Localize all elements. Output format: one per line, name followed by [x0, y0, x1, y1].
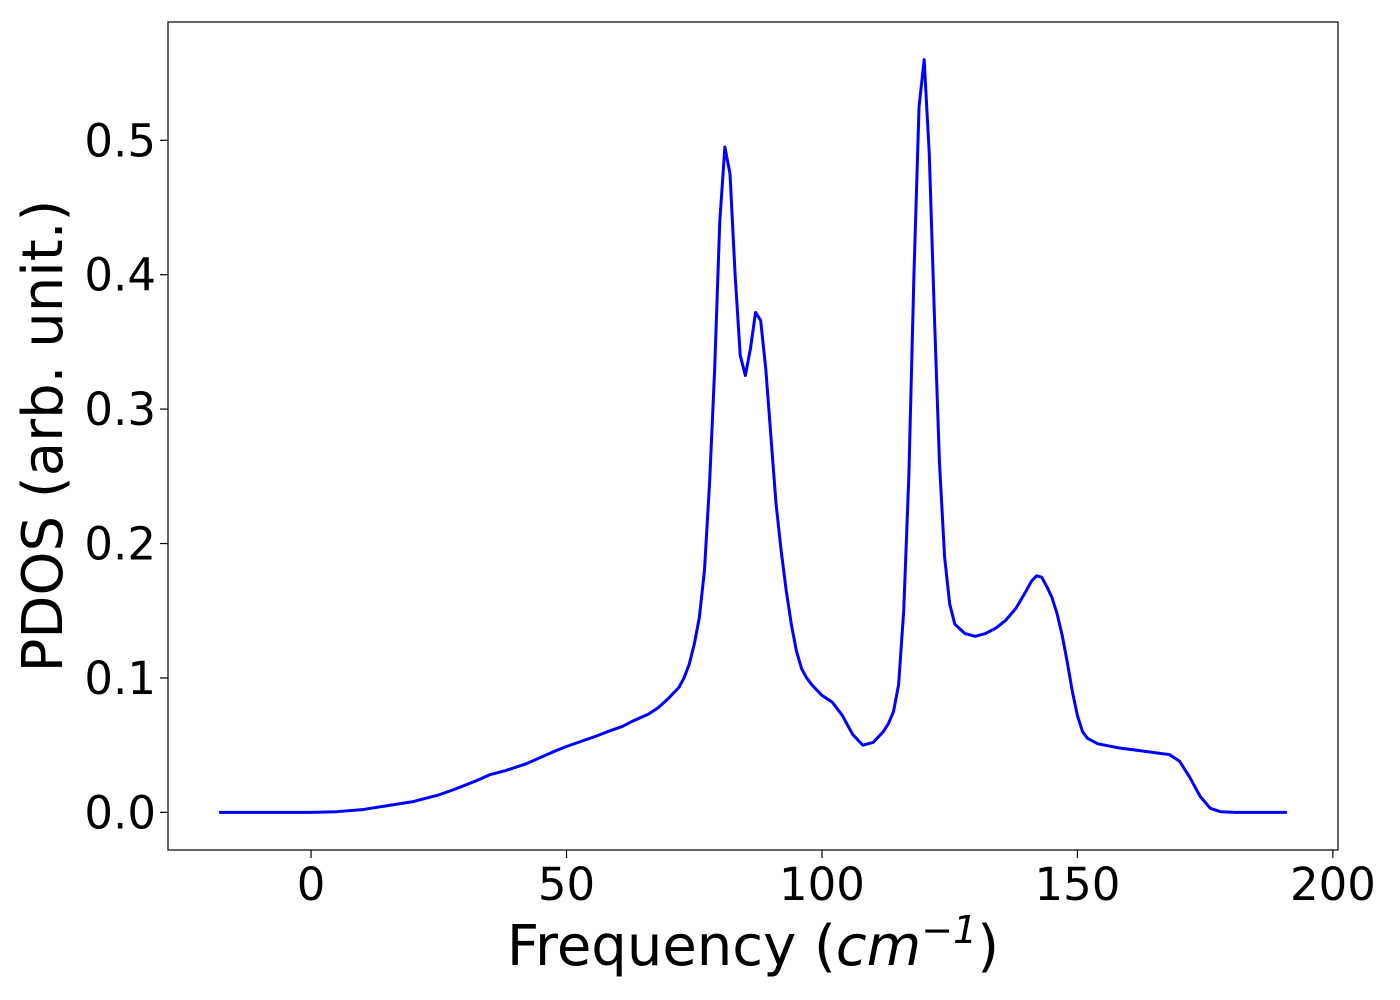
x-axis-ticks: 0 50 100 150 200: [297, 850, 1376, 911]
x-axis-title-paren-close: ): [977, 914, 999, 979]
x-axis-title-text: Frequency: [507, 914, 796, 979]
y-tick-label: 0.2: [84, 518, 156, 571]
y-axis-ticks: 0.0 0.1 0.2 0.3 0.4 0.5: [84, 114, 168, 839]
x-axis-title: Frequency (cm−1): [507, 908, 999, 979]
y-tick-label: 0.1: [84, 652, 156, 705]
x-tick-label: 200: [1290, 858, 1376, 911]
x-axis-unit-exp: −1: [921, 908, 977, 952]
y-tick-label: 0.5: [84, 114, 156, 167]
y-axis-title: PDOS (arb. unit.): [11, 200, 76, 673]
series-layer: [219, 58, 1287, 814]
y-tick-label: 0.0: [84, 786, 156, 839]
x-tick-label: 150: [1034, 858, 1120, 911]
x-axis-unit-base: cm: [836, 914, 921, 979]
x-tick-label: 100: [779, 858, 865, 911]
x-axis-title-paren-open: (: [796, 914, 836, 979]
x-tick-label: 0: [297, 858, 326, 911]
y-tick-label: 0.3: [84, 383, 156, 436]
plot-area: [167, 21, 1339, 851]
x-tick-label: 50: [538, 858, 595, 911]
pdos-series-line: [219, 58, 1287, 814]
y-tick-label: 0.4: [84, 249, 156, 302]
